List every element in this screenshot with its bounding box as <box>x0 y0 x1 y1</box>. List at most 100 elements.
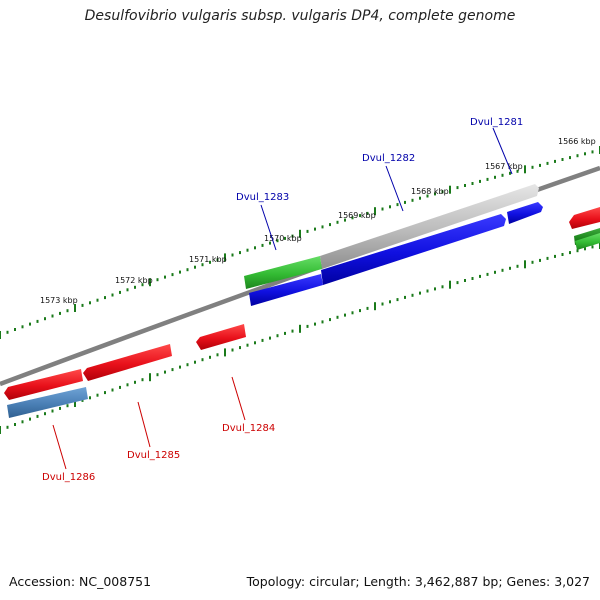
minor-tick <box>404 295 406 299</box>
minor-tick <box>186 268 189 272</box>
minor-tick <box>516 169 519 173</box>
minor-tick <box>591 245 594 249</box>
major-tick <box>299 229 301 238</box>
minor-tick <box>479 179 481 183</box>
minor-tick <box>164 275 166 279</box>
minor-tick <box>501 173 504 177</box>
inner-tick-row <box>0 241 600 434</box>
minor-tick <box>21 325 24 329</box>
gene-label-dvul-1285: Dvul_1285 <box>127 450 180 461</box>
minor-tick <box>359 309 361 313</box>
minor-tick <box>419 291 421 295</box>
minor-tick <box>314 227 316 231</box>
minor-tick <box>486 272 489 276</box>
minor-tick <box>351 216 354 220</box>
minor-tick <box>209 260 211 264</box>
minor-tick <box>531 260 534 264</box>
leader-line-dvul-1283 <box>260 204 277 251</box>
tick-label: 1570 kbp <box>264 234 302 243</box>
minor-tick <box>111 293 114 297</box>
minor-tick <box>434 192 436 196</box>
accession-text: Accession: NC_008751 <box>9 574 152 589</box>
minor-tick <box>231 253 234 257</box>
leader-line-dvul-1281 <box>492 127 513 175</box>
major-tick <box>224 348 226 357</box>
minor-tick <box>456 281 459 285</box>
gene-label-dvul-1282: Dvul_1282 <box>362 153 415 164</box>
minor-tick <box>171 273 174 277</box>
minor-tick <box>51 314 54 318</box>
minor-tick <box>366 306 369 310</box>
minor-tick <box>134 380 136 384</box>
minor-tick <box>441 190 444 194</box>
gene-arrow-green-edge[interactable] <box>575 233 600 250</box>
minor-tick <box>471 182 474 185</box>
minor-tick <box>554 254 556 258</box>
minor-tick <box>201 263 204 267</box>
major-tick <box>149 373 151 382</box>
minor-tick <box>344 218 346 222</box>
minor-tick <box>441 285 444 289</box>
minor-tick <box>164 370 166 374</box>
minor-tick <box>269 241 271 245</box>
minor-tick <box>66 404 69 408</box>
minor-tick <box>194 360 196 364</box>
minor-tick <box>291 234 294 238</box>
minor-tick <box>81 303 84 307</box>
gene-arrow-dvul-1282[interactable] <box>321 214 506 285</box>
minor-tick <box>584 152 586 156</box>
minor-tick <box>464 184 466 187</box>
minor-tick <box>546 161 549 165</box>
minor-tick <box>239 251 241 255</box>
minor-tick <box>344 313 346 317</box>
minor-tick <box>411 198 414 202</box>
minor-tick <box>81 398 84 402</box>
minor-tick <box>186 363 189 367</box>
minor-tick <box>104 391 106 395</box>
gene-arrow-steel[interactable] <box>7 387 88 418</box>
major-tick <box>149 278 151 287</box>
minor-tick <box>111 388 114 392</box>
gene-arrow-dvul-1281[interactable] <box>507 202 543 224</box>
minor-tick <box>389 205 391 209</box>
minor-tick <box>539 163 541 167</box>
minor-tick <box>104 296 106 300</box>
gene-label-dvul-1284: Dvul_1284 <box>222 423 275 434</box>
minor-tick <box>471 277 474 280</box>
gene-arrow-gray[interactable] <box>320 184 539 269</box>
major-tick <box>299 324 301 333</box>
minor-tick <box>554 159 556 163</box>
minor-tick <box>36 319 39 323</box>
minor-tick <box>569 156 571 160</box>
minor-tick <box>486 177 489 181</box>
genome-summary-text: Topology: circular; Length: 3,462,887 bp… <box>246 574 590 589</box>
minor-tick <box>426 194 429 198</box>
minor-tick <box>561 253 564 256</box>
gene-arrow-dvul-1283[interactable] <box>244 256 322 289</box>
gene-arrow-blue-lower[interactable] <box>249 274 323 306</box>
minor-tick <box>6 425 9 429</box>
minor-tick <box>239 346 241 350</box>
minor-tick <box>89 396 91 400</box>
minor-tick <box>531 165 534 169</box>
minor-tick <box>126 288 129 292</box>
minor-tick <box>569 251 571 255</box>
tick-label: 1571 kbp <box>189 255 227 264</box>
minor-tick <box>254 341 256 345</box>
minor-tick <box>404 200 406 204</box>
gene-arrow-dvul-1286[interactable] <box>4 369 83 400</box>
major-tick <box>374 302 376 311</box>
major-tick <box>0 331 1 339</box>
minor-tick <box>389 300 391 304</box>
tick-label: 1568 kbp <box>411 187 449 196</box>
gene-arrow-red-edge[interactable] <box>569 207 600 229</box>
minor-tick <box>291 329 294 333</box>
major-tick <box>0 426 1 434</box>
tick-label: 1569 kbp <box>338 211 376 220</box>
minor-tick <box>14 328 16 331</box>
major-tick <box>449 280 451 289</box>
gene-arrow-dvul-1284[interactable] <box>196 324 246 350</box>
minor-tick <box>329 223 331 227</box>
gene-arrow-dvul-1285[interactable] <box>83 344 172 381</box>
minor-tick <box>314 322 316 326</box>
